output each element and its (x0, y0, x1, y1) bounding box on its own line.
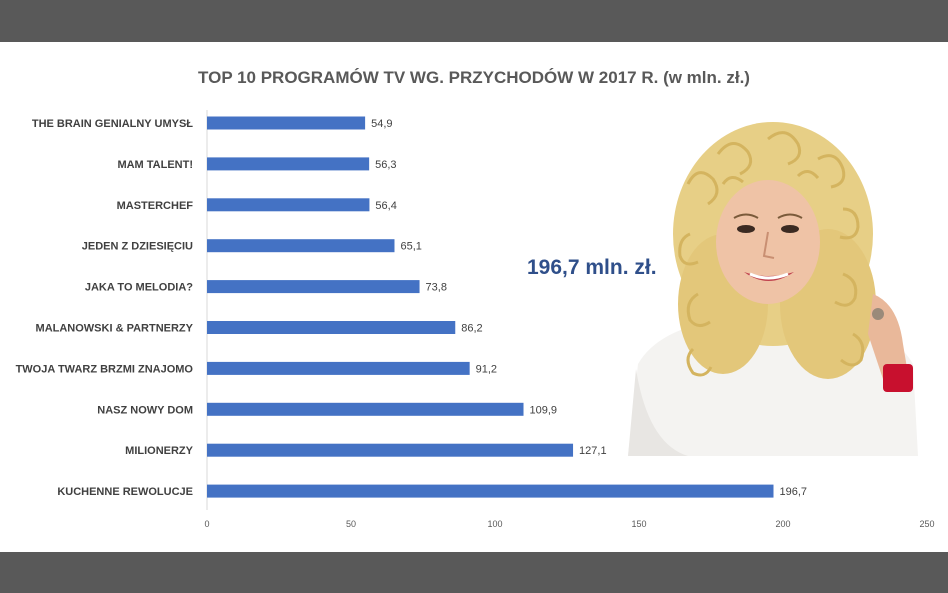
category-label: KUCHENNE REWOLUCJE (57, 486, 193, 498)
data-label: 86,2 (461, 323, 482, 335)
data-label: 109,9 (530, 404, 558, 416)
chart-title: TOP 10 PROGRAMÓW TV WG. PRZYCHODÓW W 201… (198, 68, 750, 87)
category-label: JEDEN Z DZIESIĘCIU (82, 241, 193, 253)
x-tick-label: 150 (631, 519, 646, 529)
x-tick-label: 100 (487, 519, 502, 529)
category-label: TWOJA TWARZ BRZMI ZNAJOMO (16, 363, 194, 375)
bar (207, 361, 470, 375)
bar (207, 443, 574, 457)
x-tick-label: 0 (204, 519, 209, 529)
category-label: NASZ NOWY DOM (97, 404, 193, 416)
category-label: MILIONERZY (125, 445, 193, 457)
category-label: MALANOWSKI & PARTNERZY (36, 323, 194, 335)
host-photo (628, 114, 918, 456)
bar-chart: TOP 10 PROGRAMÓW TV WG. PRZYCHODÓW W 201… (16, 68, 935, 529)
chart-panel: TOP 10 PROGRAMÓW TV WG. PRZYCHODÓW W 201… (0, 42, 948, 552)
bar (207, 116, 366, 130)
bar (207, 484, 774, 498)
data-label: 56,3 (375, 159, 396, 171)
data-label: 127,1 (579, 445, 607, 457)
bar (207, 280, 420, 294)
data-label: 196,7 (779, 486, 807, 498)
highlight-value: 196,7 mln. zł. (527, 256, 657, 279)
x-axis-ticks: 0 50 100 150 200 250 (204, 519, 934, 529)
data-label: 73,8 (426, 282, 447, 294)
bar (207, 402, 524, 416)
x-tick-label: 200 (775, 519, 790, 529)
category-label: MAM TALENT! (117, 159, 193, 171)
bar (207, 198, 370, 212)
data-label: 54,9 (371, 118, 392, 130)
category-label: JAKA TO MELODIA? (85, 282, 193, 294)
category-label: MASTERCHEF (117, 200, 194, 212)
bar (207, 321, 456, 334)
data-label: 56,4 (375, 200, 396, 212)
x-tick-label: 50 (346, 519, 356, 529)
data-label: 65,1 (400, 241, 421, 253)
x-tick-label: 250 (919, 519, 934, 529)
woman-portrait-image (628, 122, 918, 456)
category-label: THE BRAIN GENIALNY UMYSŁ (32, 118, 193, 130)
data-label: 91,2 (476, 363, 497, 375)
bars-layer: THE BRAIN GENIALNY UMYSŁ 54,9 MAM TALENT! 5… (16, 116, 807, 498)
bar (207, 157, 370, 171)
bar (207, 239, 395, 253)
